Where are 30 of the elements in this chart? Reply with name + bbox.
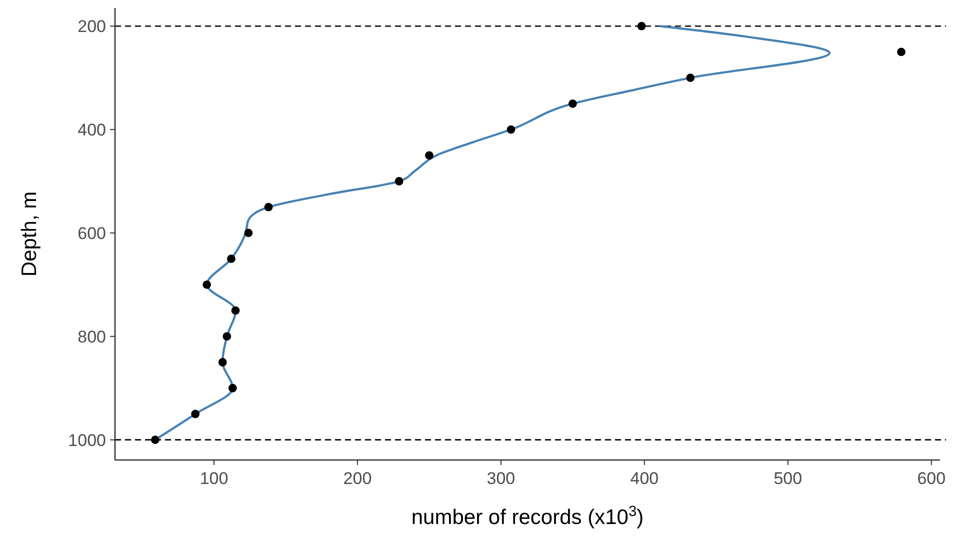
x-tick-label: 400 (630, 469, 659, 488)
point (394, 177, 404, 186)
y-tick-label: 600 (78, 224, 106, 243)
point (231, 306, 240, 315)
point (228, 384, 237, 392)
y-axis-title: Depth, m (18, 191, 41, 277)
point (425, 151, 434, 160)
x-tick-label: 200 (343, 469, 372, 488)
point (227, 254, 236, 264)
point (568, 99, 577, 108)
point (686, 74, 695, 82)
point (222, 332, 232, 341)
point (637, 22, 646, 30)
x-axis-title: number of records (x10$^{3}$) (411, 504, 644, 529)
x-tick-label: 500 (774, 469, 802, 488)
point (506, 125, 516, 134)
x-tick-label: 600 (917, 469, 946, 488)
point (150, 436, 160, 444)
point (202, 280, 212, 289)
point (244, 228, 253, 238)
y-tick-label: 1000 (68, 430, 106, 450)
point (191, 410, 200, 418)
point (264, 202, 273, 212)
x-tick-label: 100 (200, 469, 228, 488)
point (897, 48, 906, 56)
point (218, 358, 227, 366)
y-tick-label: 200 (78, 17, 106, 36)
x-tick-label: 300 (486, 469, 516, 488)
y-tick-label: 800 (78, 327, 106, 346)
y-tick-label: 400 (78, 120, 106, 140)
